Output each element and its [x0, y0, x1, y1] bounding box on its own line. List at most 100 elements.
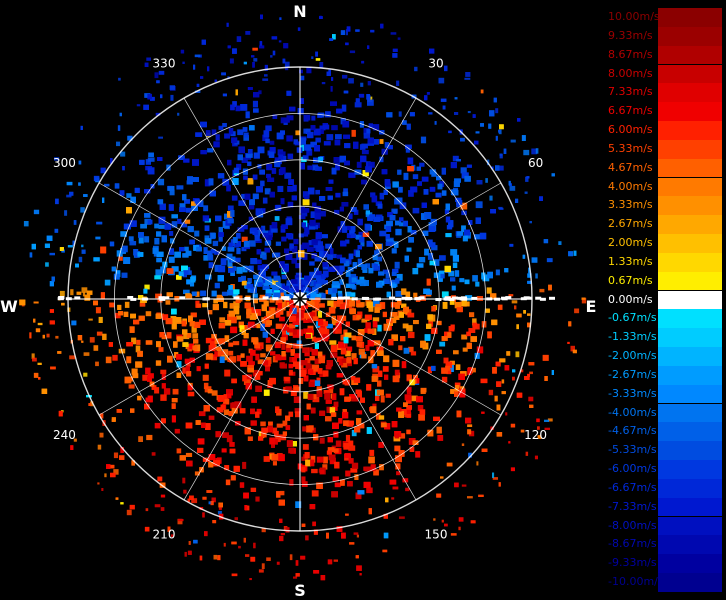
velocity-legend: 10.00m/s 9.33m/s 8.67m/s 8.00m/s 7.33m/s 6.67… — [606, 8, 724, 592]
compass-west: W — [0, 297, 18, 316]
legend-swatch — [658, 271, 722, 291]
legend-entry: -5.33m/s — [606, 441, 724, 460]
legend-swatch — [658, 365, 722, 385]
legend-swatch — [658, 328, 722, 347]
legend-entry: 8.00m/s — [606, 64, 724, 84]
legend-entry: 8.67m/s — [606, 45, 724, 65]
radar-velocity-display: N S E W 30 60 120 150 210 240 300 330 — [0, 2, 596, 600]
legend-label: -4.67m/s — [608, 424, 657, 438]
legend-label: 10.00m/s — [608, 10, 660, 23]
legend-entry: -1.33m/s — [606, 328, 724, 347]
legend-entry: 4.67m/s — [606, 158, 724, 178]
azimuth-label: 240 — [53, 428, 76, 442]
legend-swatch — [658, 83, 722, 103]
legend-label: -6.67m/s — [608, 480, 657, 494]
legend-label: -9.33m/s — [608, 556, 657, 570]
legend-entry: 5.33m/s — [606, 139, 724, 159]
legend-label: 0.00m/s — [608, 292, 653, 306]
legend-entry: 0.67m/s — [606, 271, 724, 291]
legend-entry: -6.00m/s — [606, 460, 724, 479]
legend-entry: -7.33m/s — [606, 497, 724, 517]
legend-entry: -2.67m/s — [606, 365, 724, 385]
azimuth-spoke — [183, 97, 301, 300]
compass-south: S — [294, 581, 306, 600]
legend-label: 4.00m/s — [608, 179, 653, 193]
legend-label: -4.00m/s — [608, 405, 657, 419]
legend-label: 0.67m/s — [608, 273, 653, 287]
legend-swatch — [658, 45, 722, 65]
legend-swatch — [658, 64, 722, 84]
legend-label: 8.67m/s — [608, 47, 653, 61]
legend-swatch — [658, 158, 722, 178]
legend-swatch — [658, 497, 722, 517]
legend-label: 2.67m/s — [608, 217, 653, 231]
legend-label: -3.33m/s — [608, 386, 657, 400]
azimuth-label: 330 — [153, 56, 176, 70]
legend-label: 5.33m/s — [608, 141, 653, 155]
legend-entry: -8.00m/s — [606, 516, 724, 536]
legend-entry: 9.33m/s — [606, 26, 724, 46]
legend-swatch — [658, 234, 722, 253]
legend-label: 6.67m/s — [608, 104, 653, 118]
legend-swatch — [658, 554, 722, 573]
legend-label: -1.33m/s — [608, 330, 657, 344]
legend-swatch — [658, 121, 722, 140]
legend-swatch — [658, 139, 722, 159]
legend-swatch — [658, 422, 722, 442]
compass-north: N — [293, 2, 306, 21]
legend-entry: -0.67m/s — [606, 309, 724, 329]
legend-label: -2.00m/s — [608, 349, 657, 363]
azimuth-spoke — [299, 97, 417, 300]
legend-swatch — [658, 215, 722, 234]
legend-label: -5.33m/s — [608, 443, 657, 457]
legend-swatch — [658, 441, 722, 460]
azimuth-label: 120 — [524, 428, 547, 442]
legend-entry: 10.00m/s — [606, 8, 724, 27]
azimuth-label: 300 — [53, 156, 76, 170]
radar-plot: N S E W 30 60 120 150 210 240 300 330 — [0, 2, 596, 600]
legend-entry: 2.67m/s — [606, 215, 724, 234]
legend-entry: -6.67m/s — [606, 478, 724, 498]
legend-entry: -10.00m/s — [606, 573, 724, 592]
legend-entry: -8.67m/s — [606, 535, 724, 555]
legend-label: -10.00m/s — [608, 575, 664, 589]
legend-label: -0.67m/s — [608, 311, 657, 325]
azimuth-label: 30 — [428, 56, 443, 70]
legend-label: 3.33m/s — [608, 198, 653, 212]
legend-swatch — [658, 535, 722, 555]
legend-swatch — [658, 403, 722, 423]
legend-entry: 0.00m/s — [606, 290, 724, 310]
legend-entry: 2.00m/s — [606, 234, 724, 253]
legend-entry: -4.00m/s — [606, 403, 724, 423]
legend-swatch — [658, 196, 722, 216]
legend-label: -8.00m/s — [608, 518, 657, 532]
legend-swatch — [658, 102, 722, 121]
legend-label: 2.00m/s — [608, 236, 653, 250]
legend-swatch — [658, 8, 722, 27]
legend-entry: 3.33m/s — [606, 196, 724, 216]
legend-label: 8.00m/s — [608, 66, 653, 80]
legend-label: 4.67m/s — [608, 160, 653, 174]
legend-label: 6.00m/s — [608, 123, 653, 137]
legend-swatch — [658, 460, 722, 479]
radar-labels: N S E W 30 60 120 150 210 240 300 330 — [0, 2, 596, 600]
legend-swatch — [658, 573, 722, 592]
legend-entry: 6.00m/s — [606, 121, 724, 140]
legend-entry: 7.33m/s — [606, 83, 724, 103]
compass-east: E — [586, 297, 597, 316]
legend-swatch — [658, 347, 722, 366]
azimuth-spoke — [98, 182, 301, 300]
legend-swatch — [658, 26, 722, 46]
legend-swatch — [658, 290, 722, 310]
legend-entry: 1.33m/s — [606, 252, 724, 272]
legend-label: 7.33m/s — [608, 85, 653, 99]
legend-label: -7.33m/s — [608, 499, 657, 513]
legend-swatch — [658, 252, 722, 272]
legend-label: -6.00m/s — [608, 462, 657, 476]
azimuth-spoke — [299, 182, 502, 300]
azimuth-spoke — [299, 298, 417, 501]
azimuth-label: 150 — [425, 528, 448, 542]
azimuth-spoke — [98, 298, 301, 416]
legend-label: -8.67m/s — [608, 537, 657, 551]
legend-entry: -4.67m/s — [606, 422, 724, 442]
